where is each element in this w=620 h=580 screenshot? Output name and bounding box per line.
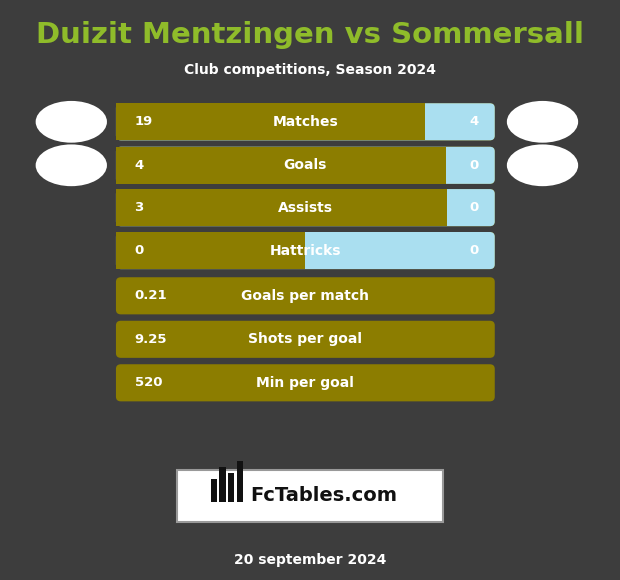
Text: 520: 520 xyxy=(135,376,162,389)
FancyBboxPatch shape xyxy=(116,147,495,184)
Text: 3: 3 xyxy=(135,201,144,214)
FancyBboxPatch shape xyxy=(116,232,495,269)
Text: 0: 0 xyxy=(135,244,144,257)
Text: 9.25: 9.25 xyxy=(135,333,167,346)
Text: Shots per goal: Shots per goal xyxy=(249,332,362,346)
FancyBboxPatch shape xyxy=(116,147,495,184)
Text: Club competitions, Season 2024: Club competitions, Season 2024 xyxy=(184,63,436,77)
Text: 4: 4 xyxy=(135,159,144,172)
FancyBboxPatch shape xyxy=(116,147,446,184)
FancyBboxPatch shape xyxy=(116,103,425,140)
Text: Goals per match: Goals per match xyxy=(241,289,370,303)
FancyBboxPatch shape xyxy=(116,189,448,226)
FancyBboxPatch shape xyxy=(219,467,226,502)
FancyBboxPatch shape xyxy=(116,364,495,401)
Text: 19: 19 xyxy=(135,115,153,128)
FancyBboxPatch shape xyxy=(116,321,495,358)
Text: FcTables.com: FcTables.com xyxy=(250,487,397,505)
Text: 20 september 2024: 20 september 2024 xyxy=(234,553,386,567)
Text: Hattricks: Hattricks xyxy=(270,244,341,258)
FancyBboxPatch shape xyxy=(177,470,443,522)
Text: Assists: Assists xyxy=(278,201,333,215)
Text: 0: 0 xyxy=(469,244,479,257)
FancyBboxPatch shape xyxy=(116,189,495,226)
Text: 0.21: 0.21 xyxy=(135,289,167,302)
Ellipse shape xyxy=(507,144,578,186)
FancyBboxPatch shape xyxy=(116,277,495,314)
Text: Goals: Goals xyxy=(284,158,327,172)
Ellipse shape xyxy=(35,101,107,143)
FancyBboxPatch shape xyxy=(116,189,495,226)
Text: Min per goal: Min per goal xyxy=(257,376,354,390)
Text: Matches: Matches xyxy=(272,115,339,129)
Ellipse shape xyxy=(35,144,107,186)
FancyBboxPatch shape xyxy=(237,461,243,502)
Ellipse shape xyxy=(507,101,578,143)
Text: 0: 0 xyxy=(469,159,479,172)
FancyBboxPatch shape xyxy=(116,103,495,140)
FancyBboxPatch shape xyxy=(228,473,234,502)
FancyBboxPatch shape xyxy=(116,232,306,269)
FancyBboxPatch shape xyxy=(116,103,495,140)
Text: 0: 0 xyxy=(469,201,479,214)
FancyBboxPatch shape xyxy=(116,232,495,269)
FancyBboxPatch shape xyxy=(211,478,217,502)
Text: 4: 4 xyxy=(469,115,479,128)
Text: Duizit Mentzingen vs Sommersall: Duizit Mentzingen vs Sommersall xyxy=(36,21,584,49)
